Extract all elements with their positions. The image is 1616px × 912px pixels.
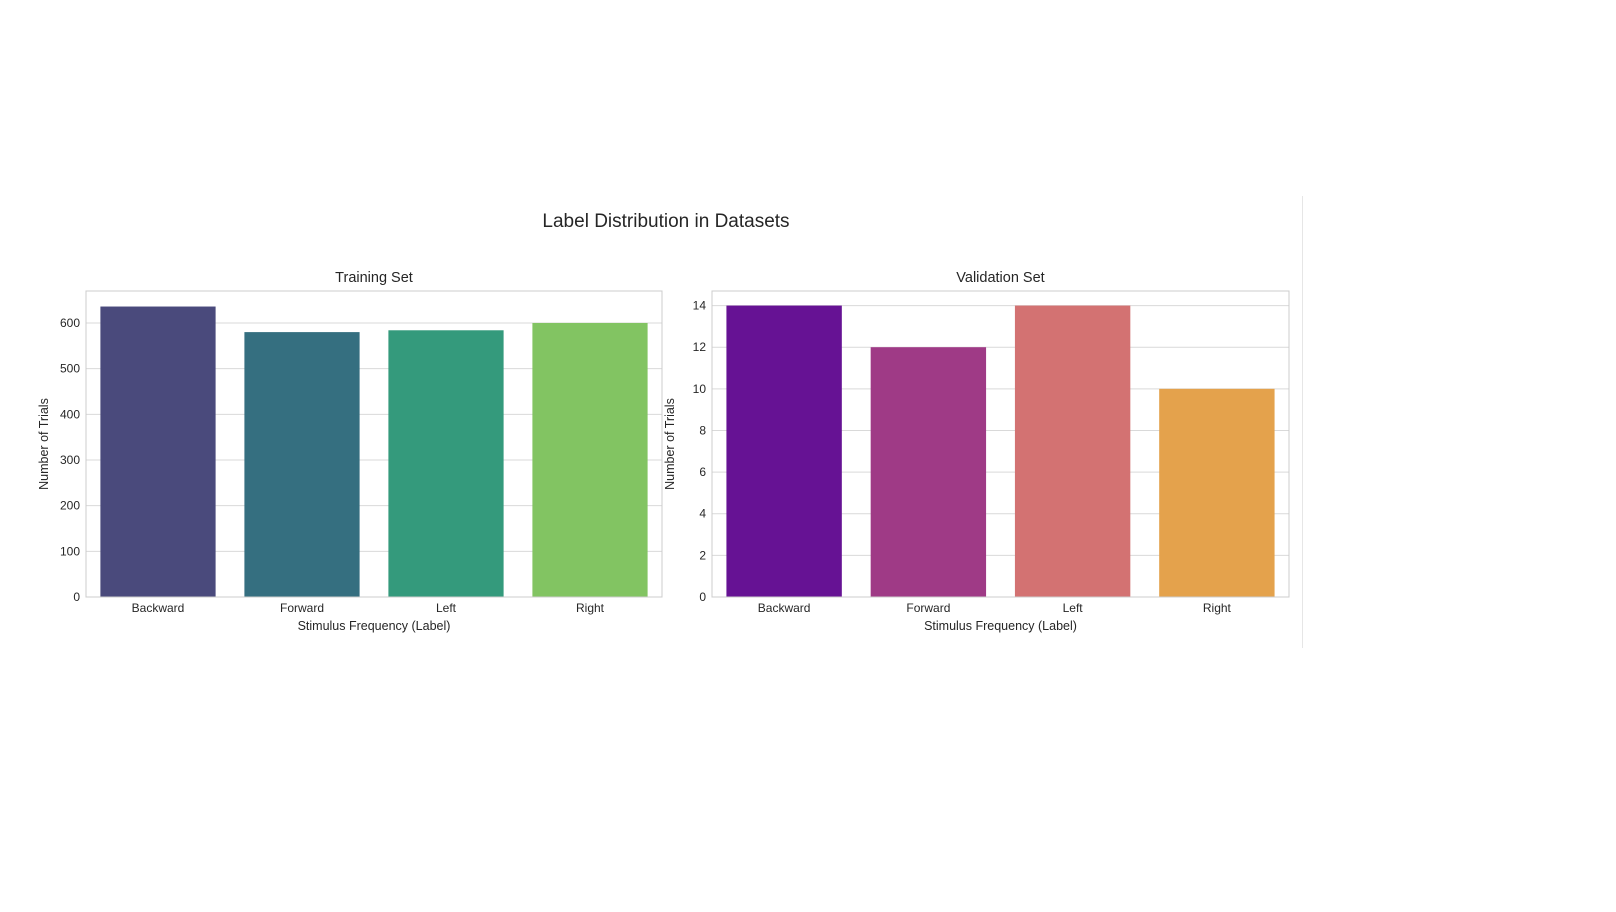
x-tick-label-left: Left (1063, 601, 1084, 615)
panel-divider (1302, 196, 1303, 648)
axes-frame (711, 290, 1290, 598)
x-tick-label-right: Right (1203, 601, 1232, 615)
y-tick-label: 2 (699, 548, 706, 562)
x-tick-label-forward: Forward (906, 601, 950, 615)
bar-right (1159, 388, 1275, 597)
x-tick-label-right: Right (576, 601, 605, 615)
chart-title: Training Set (335, 270, 413, 286)
y-axis-label: Number of Trials (37, 398, 51, 490)
bar-left (1014, 305, 1131, 597)
x-tick-label-forward: Forward (280, 601, 324, 615)
x-axis-label: Stimulus Frequency (Label) (298, 619, 451, 633)
bar-forward (870, 347, 987, 597)
y-tick-label: 600 (60, 316, 80, 330)
validation-set-chart: 0 2 4 6 8 10 12 14 Backward Forward Left Right Valid… (663, 270, 1290, 633)
y-tick-label: 300 (60, 453, 80, 467)
bar-right (532, 322, 648, 597)
x-axis-label: Stimulus Frequency (Label) (924, 619, 1077, 633)
y-tick-label: 12 (693, 340, 707, 354)
x-tick-label-backward: Backward (132, 601, 185, 615)
y-tick-label: 0 (699, 590, 706, 604)
y-tick-label: 10 (693, 382, 707, 396)
y-tick-label: 8 (699, 423, 706, 437)
y-tick-label: 6 (699, 465, 706, 479)
bar-backward (100, 306, 216, 597)
y-tick-label: 100 (60, 544, 80, 558)
y-tick-label: 14 (693, 299, 707, 313)
y-tick-label: 200 (60, 499, 80, 513)
bar-left (388, 330, 504, 597)
x-tick-label-left: Left (436, 601, 457, 615)
bar-forward (244, 332, 360, 597)
y-tick-label: 500 (60, 362, 80, 376)
x-tick-label-backward: Backward (758, 601, 811, 615)
training-set-chart: 0 100 200 300 400 500 600 Backward Forward Left Ri… (37, 270, 663, 633)
y-axis-label: Number of Trials (663, 398, 677, 490)
y-tick-label: 4 (699, 507, 706, 521)
axes-frame (85, 290, 663, 598)
y-tick-label: 0 (73, 590, 80, 604)
figure-suptitle: Label Distribution in Datasets (542, 211, 789, 232)
bar-backward (726, 305, 842, 597)
chart-title: Validation Set (956, 270, 1044, 286)
y-tick-label: 400 (60, 407, 80, 421)
